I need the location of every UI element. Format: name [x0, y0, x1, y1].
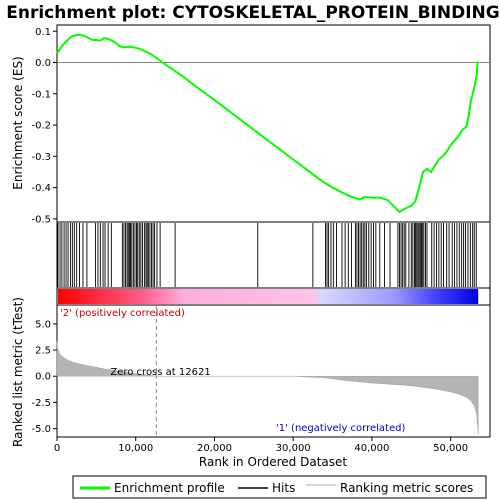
metric-y-axis-title: Ranked list metric (tTest)	[11, 297, 25, 447]
es-y-tick-label: -0.3	[31, 152, 51, 163]
x-axis-title: Rank in Ordered Dataset	[199, 455, 347, 469]
metric-y-tick-label: 5.0	[35, 319, 51, 330]
es-y-axis-title: Enrichment score (ES)	[11, 56, 25, 189]
metric-y-tick-label: 0.0	[35, 372, 51, 383]
positive-correlation-label: '2' (positively correlated)	[60, 308, 185, 319]
legend-label-hits: Hits	[272, 481, 295, 495]
x-tick-label: 20,000	[197, 443, 232, 454]
x-tick-label: 10,000	[118, 443, 153, 454]
metric-y-tick-label: -2.5	[31, 398, 51, 409]
es-y-tick-label: -0.4	[31, 183, 51, 194]
ranking-metric-area	[56, 341, 479, 434]
x-tick-label: 30,000	[276, 443, 311, 454]
rank-colorbar	[58, 289, 479, 304]
legend-label-metric: Ranking metric scores	[340, 481, 473, 495]
metric-y-tick-label: 2.5	[35, 346, 51, 357]
chart-title: Enrichment plot: CYTOSKELETAL_PROTEIN_BI…	[6, 3, 499, 23]
negative-correlation-label: '1' (negatively correlated)	[276, 423, 405, 434]
legend-label-profile: Enrichment profile	[114, 481, 225, 495]
es-panel-frame	[56, 24, 491, 223]
metric-y-axis: 5.0 2.5 0.0 -2.5 -5.0	[31, 319, 57, 435]
x-tick-label: 50,000	[433, 443, 468, 454]
zero-cross-label: Zero cross at 12621	[110, 367, 210, 378]
metric-y-tick-label: -5.0	[31, 424, 51, 435]
es-y-tick-label: -0.2	[31, 121, 51, 132]
hits-marks	[57, 223, 477, 287]
es-y-tick-label: 0.0	[35, 58, 51, 69]
es-y-tick-label: -0.1	[31, 89, 51, 100]
legend-box	[72, 475, 487, 499]
enrichment-profile-line	[56, 33, 479, 214]
x-axis: 0 10,000 20,000 30,000 40,000 50,000	[54, 437, 468, 454]
es-y-tick-label: -0.5	[31, 214, 51, 225]
es-y-tick-label: 0.1	[35, 27, 51, 38]
x-tick-label: 0	[54, 443, 60, 454]
x-tick-label: 40,000	[354, 443, 389, 454]
es-y-axis: 0.1 0.0 -0.1 -0.2 -0.3 -0.4 -0.5	[31, 27, 57, 225]
